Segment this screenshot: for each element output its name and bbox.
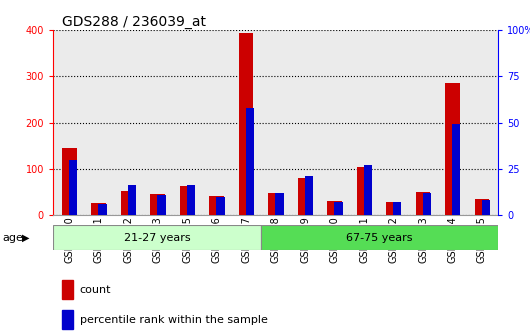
Bar <box>62 280 73 299</box>
Bar <box>305 176 313 215</box>
Bar <box>423 193 431 215</box>
Bar <box>53 225 261 250</box>
Bar <box>261 225 498 250</box>
Bar <box>69 160 77 215</box>
Bar <box>275 193 284 215</box>
Bar <box>121 191 136 215</box>
Text: percentile rank within the sample: percentile rank within the sample <box>80 315 268 325</box>
Bar <box>62 310 73 329</box>
Bar <box>246 108 254 215</box>
Bar <box>128 185 136 215</box>
Text: 67-75 years: 67-75 years <box>346 233 413 243</box>
Bar <box>482 200 490 215</box>
Bar <box>393 202 402 215</box>
Bar <box>62 148 77 215</box>
Text: count: count <box>80 285 111 295</box>
Bar <box>209 196 224 215</box>
Bar <box>298 178 313 215</box>
Bar <box>187 185 195 215</box>
Bar <box>151 194 165 215</box>
Bar <box>99 204 107 215</box>
Bar <box>216 197 225 215</box>
Bar <box>357 167 372 215</box>
Text: 21-27 years: 21-27 years <box>123 233 190 243</box>
Bar <box>416 192 430 215</box>
Bar <box>452 125 461 215</box>
Text: ▶: ▶ <box>22 233 30 243</box>
Bar <box>445 83 460 215</box>
Text: age: age <box>3 233 23 243</box>
Bar <box>268 193 283 215</box>
Bar <box>157 195 166 215</box>
Bar <box>91 204 106 215</box>
Bar <box>474 199 489 215</box>
Bar <box>364 165 372 215</box>
Bar <box>327 201 342 215</box>
Bar <box>386 202 401 215</box>
Bar <box>334 202 342 215</box>
Text: GDS288 / 236039_at: GDS288 / 236039_at <box>62 15 206 29</box>
Bar <box>180 186 195 215</box>
Bar <box>238 33 253 215</box>
